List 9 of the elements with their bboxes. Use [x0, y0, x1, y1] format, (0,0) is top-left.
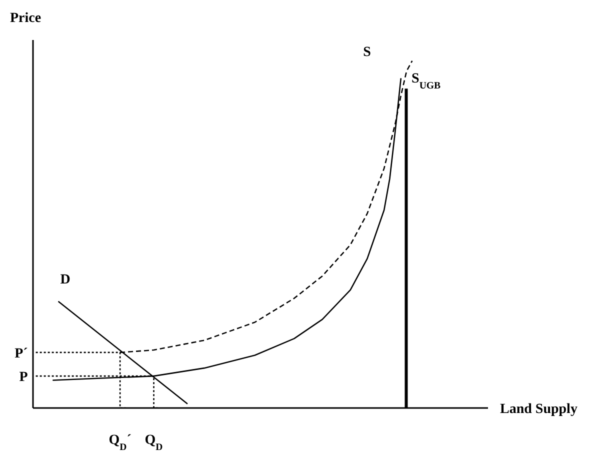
- y-axis-title: Price: [10, 11, 42, 26]
- series-label: P´: [14, 346, 28, 362]
- x-tick-label: Q$_{D}$´: [108, 433, 132, 452]
- series-label: S$_{UGB}$: [412, 72, 442, 92]
- series-label: P: [19, 370, 28, 386]
- series-label: D: [60, 272, 70, 288]
- text: S: [363, 45, 372, 60]
- x-tick-label: Q$_{D}$: [144, 433, 163, 452]
- x-axis-title: Land Supply: [500, 402, 578, 417]
